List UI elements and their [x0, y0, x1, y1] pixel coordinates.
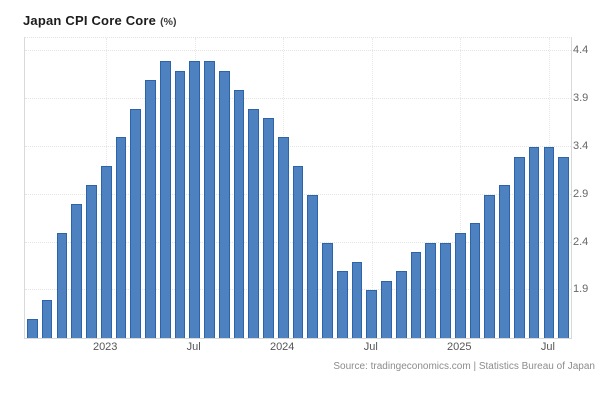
bar[interactable]: [410, 252, 422, 338]
x-tick-label: 2024: [269, 341, 295, 353]
bar[interactable]: [27, 318, 38, 338]
y-tick-label: 3.4: [573, 139, 589, 152]
x-tick-label: 2023: [92, 341, 118, 353]
vertical-gridline: [371, 38, 373, 338]
bar[interactable]: [484, 194, 496, 338]
chart-title-unit: (%): [160, 16, 177, 28]
bar[interactable]: [86, 185, 97, 338]
gridline: [25, 98, 571, 100]
bar[interactable]: [174, 70, 186, 338]
bar[interactable]: [233, 89, 245, 338]
x-tick-label: 2025: [447, 341, 472, 353]
bar[interactable]: [218, 70, 230, 338]
x-tick-label: Jul: [540, 341, 555, 353]
bar[interactable]: [499, 185, 510, 338]
bar[interactable]: [263, 118, 274, 338]
plot-area: [24, 37, 572, 339]
y-tick-label: 1.9: [573, 283, 589, 296]
bar[interactable]: [56, 232, 68, 338]
bar[interactable]: [292, 166, 304, 338]
bar[interactable]: [543, 146, 555, 338]
bar[interactable]: [528, 146, 540, 338]
y-tick-label: 2.9: [573, 187, 589, 200]
bar[interactable]: [440, 242, 451, 338]
bar[interactable]: [130, 108, 142, 338]
bar[interactable]: [145, 80, 156, 338]
bar[interactable]: [41, 299, 53, 338]
bar[interactable]: [189, 60, 201, 338]
source-attribution: Source: tradingeconomics.com | Statistic…: [333, 361, 595, 372]
y-tick-label: 2.4: [573, 235, 589, 248]
vertical-gridline: [460, 38, 462, 338]
bar[interactable]: [322, 242, 333, 338]
bar[interactable]: [336, 271, 348, 338]
bar[interactable]: [307, 194, 319, 338]
chart-title: Japan CPI Core Core (%): [23, 12, 176, 30]
bar[interactable]: [395, 271, 407, 338]
bar[interactable]: [248, 108, 260, 338]
bar[interactable]: [100, 166, 112, 338]
bar[interactable]: [71, 204, 82, 338]
bar[interactable]: [469, 223, 481, 338]
bar[interactable]: [204, 60, 215, 338]
bar[interactable]: [381, 280, 392, 338]
y-tick-label: 4.4: [573, 44, 589, 57]
bar[interactable]: [351, 261, 363, 338]
bar[interactable]: [277, 137, 289, 338]
bar[interactable]: [454, 232, 466, 338]
chart-title-text: Japan CPI Core Core: [23, 13, 157, 28]
y-tick-label: 3.9: [573, 92, 589, 105]
x-tick-label: Jul: [186, 341, 201, 353]
gridline: [25, 50, 571, 52]
bar[interactable]: [115, 137, 127, 338]
bar[interactable]: [558, 156, 569, 338]
bar[interactable]: [514, 156, 525, 338]
x-tick-label: Jul: [363, 341, 378, 353]
bar[interactable]: [366, 290, 378, 338]
bar[interactable]: [159, 60, 171, 338]
bar[interactable]: [425, 242, 437, 338]
gridline: [25, 145, 571, 147]
